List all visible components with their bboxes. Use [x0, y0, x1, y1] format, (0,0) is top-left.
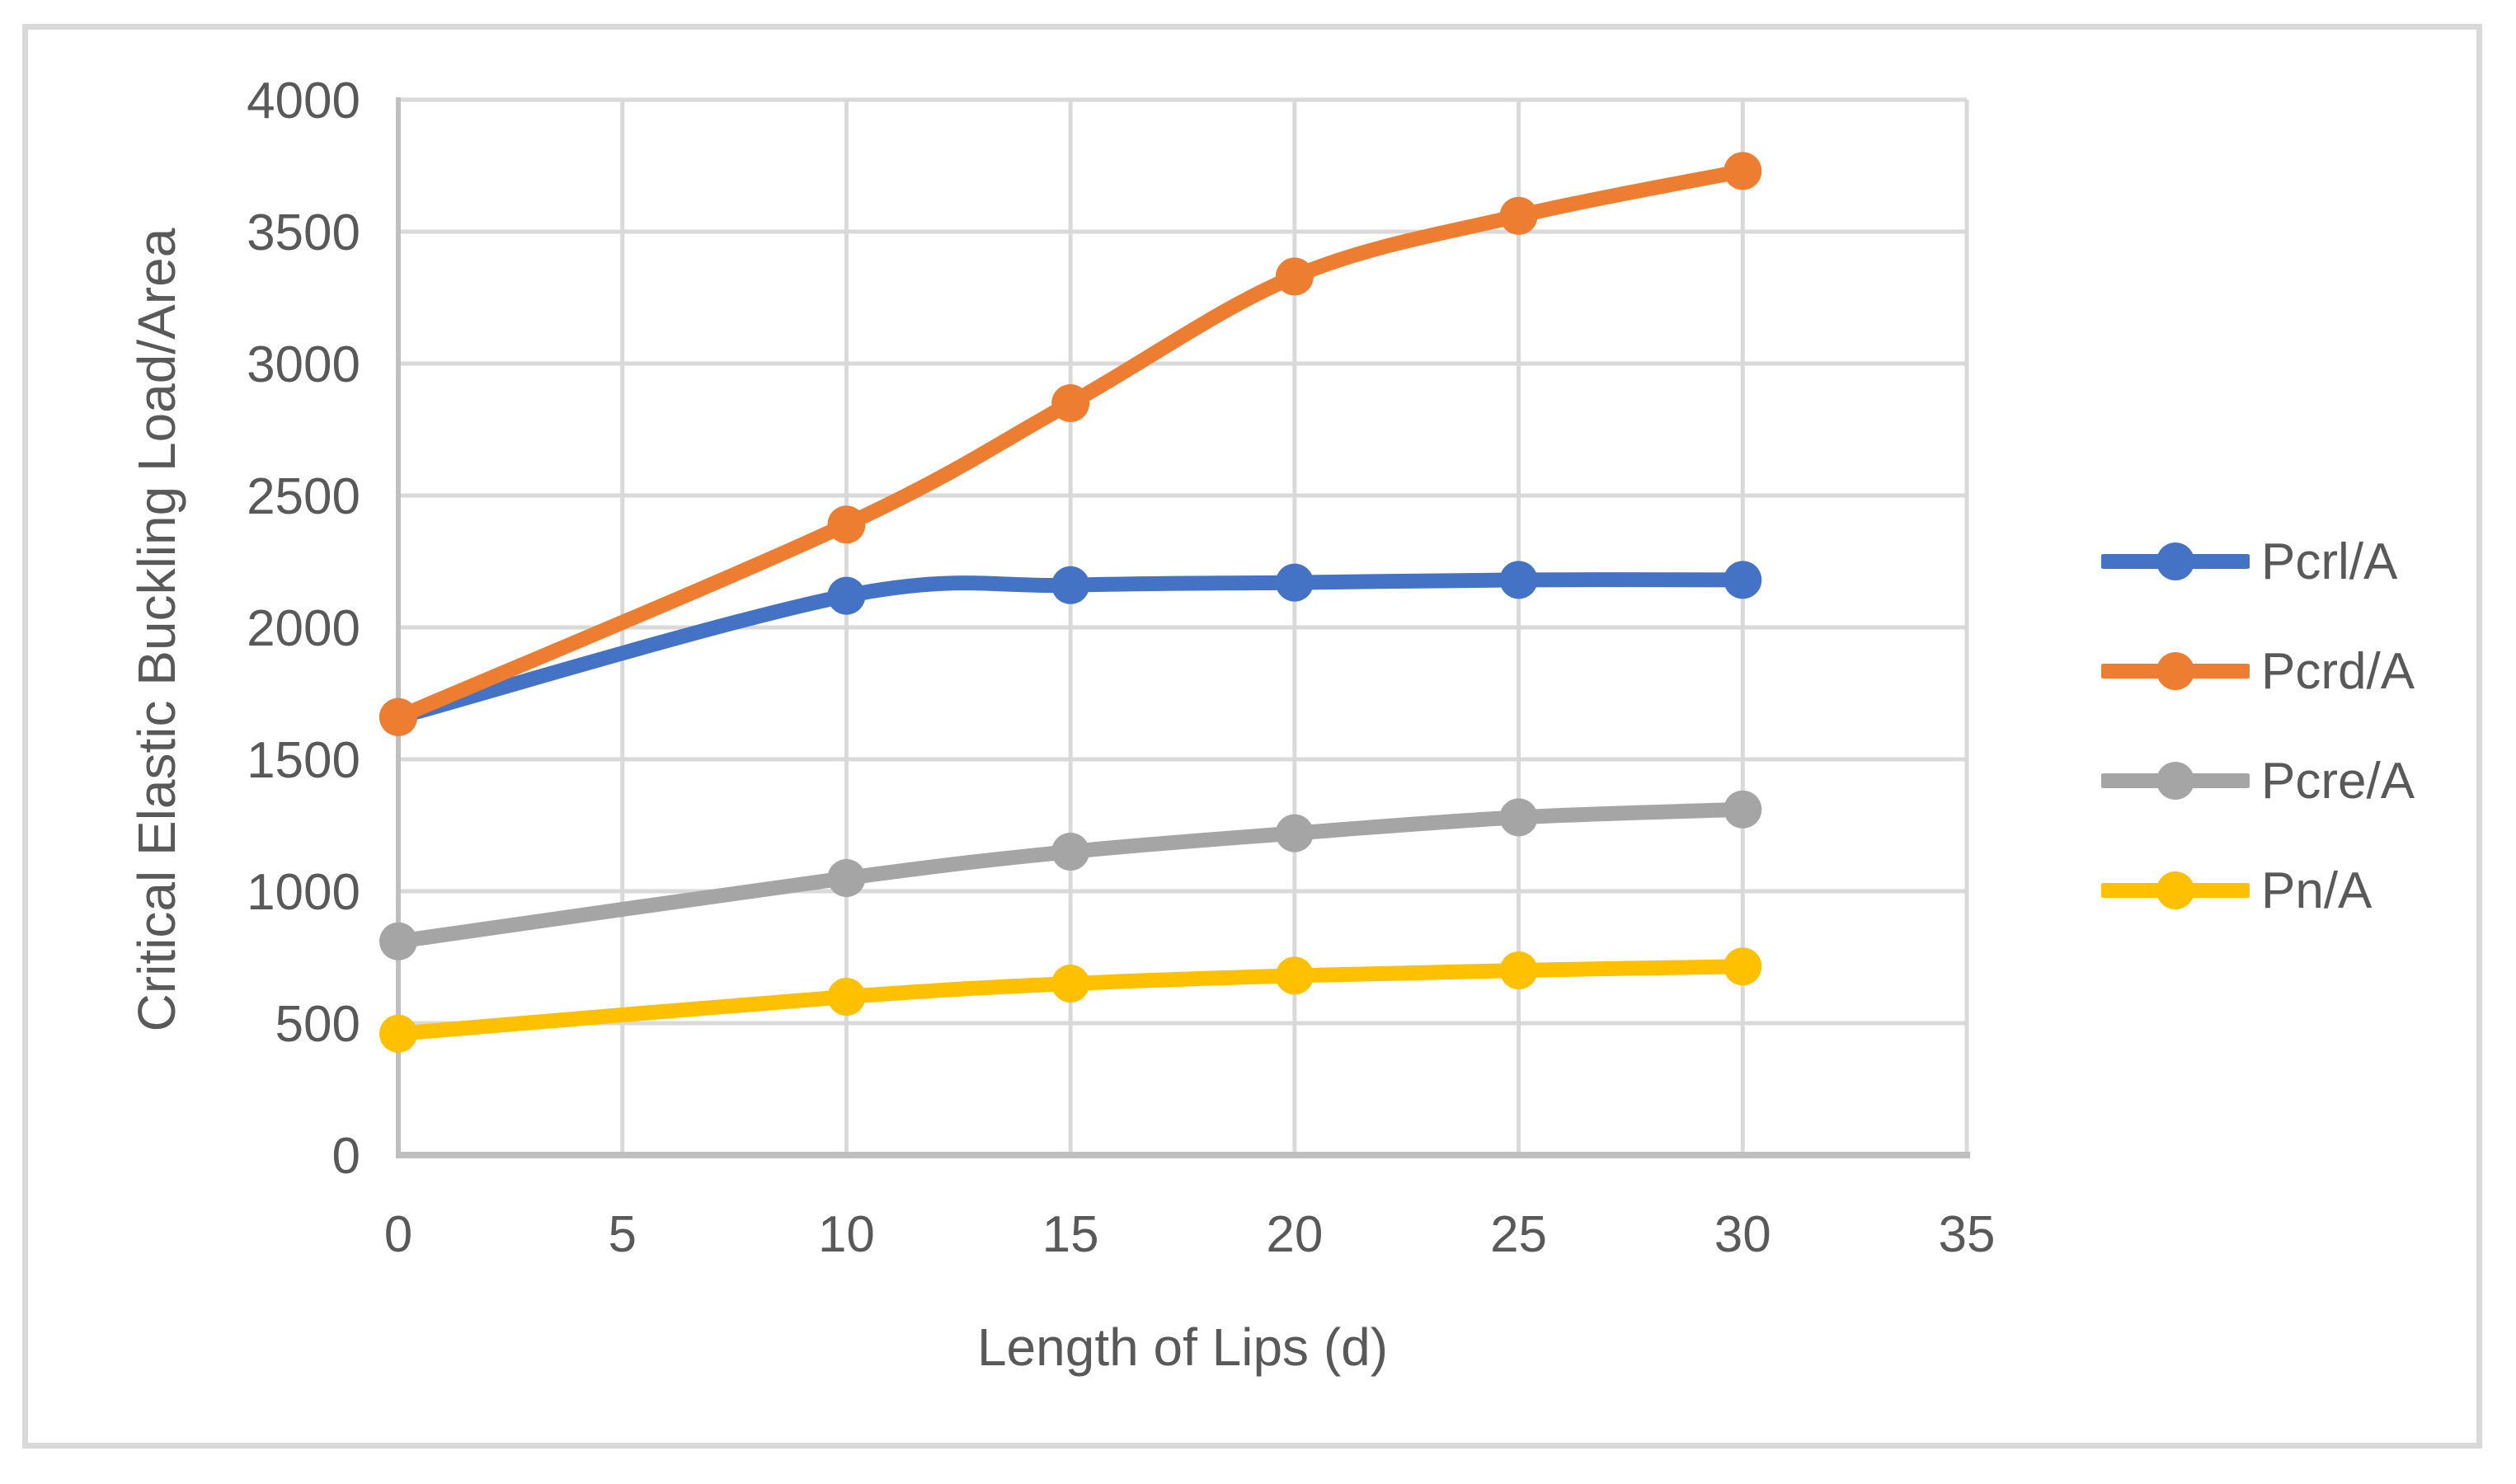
x-axis-tick-label: 25 — [1490, 1206, 1547, 1263]
data-point-marker-Pcre/A — [1051, 833, 1090, 871]
chart-outer-border — [22, 24, 2482, 1449]
legend-label: Pn/A — [2261, 862, 2373, 919]
data-point-marker-Pcrd/A — [1275, 257, 1314, 296]
data-point-marker-Pn/A — [1499, 951, 1538, 989]
y-axis-tick-label: 2000 — [247, 600, 360, 657]
y-axis-tick-label: 4000 — [247, 73, 360, 129]
y-axis-title: Critical Elastic Buckling Load/Area — [127, 228, 186, 1032]
legend-marker-icon — [2101, 871, 2250, 909]
legend-label: Pcrd/A — [2261, 642, 2415, 700]
data-point-marker-Pcrd/A — [1051, 384, 1090, 422]
data-point-marker-Pn/A — [827, 978, 866, 1016]
data-point-marker-Pn/A — [379, 1014, 417, 1053]
data-point-marker-Pcrd/A — [1499, 196, 1538, 235]
legend-circle-swatch — [2156, 871, 2194, 909]
x-axis-tick-label: 20 — [1266, 1206, 1323, 1263]
legend: Pcrl/A Pcrd/A Pcre/A Pn/A — [2101, 0, 2481, 1484]
data-point-marker-Pcrl/A — [1275, 563, 1314, 602]
x-axis-tick-label: 15 — [1042, 1206, 1099, 1263]
data-point-marker-Pn/A — [1275, 956, 1314, 995]
legend-item-Pcrl/A: Pcrl/A — [2101, 533, 2398, 590]
data-point-marker-Pcrd/A — [827, 505, 866, 544]
x-axis-tick-label: 0 — [384, 1206, 412, 1263]
data-point-marker-Pcre/A — [379, 922, 417, 960]
data-point-marker-Pcrl/A — [1051, 566, 1090, 604]
legend-circle-swatch — [2156, 762, 2194, 800]
legend-item-Pn/A: Pn/A — [2101, 862, 2373, 919]
y-axis-tick-label: 1000 — [247, 864, 360, 921]
x-axis-title: Length of Lips (d) — [976, 1317, 1389, 1377]
x-axis-tick-label: 10 — [818, 1206, 875, 1263]
legend-circle-swatch — [2156, 652, 2194, 690]
y-axis-tick-label: 500 — [275, 996, 360, 1053]
legend-marker-icon — [2101, 652, 2250, 690]
legend-marker-icon — [2101, 762, 2250, 800]
x-axis-tick-label: 5 — [608, 1206, 636, 1263]
legend-label: Pcre/A — [2261, 752, 2415, 810]
y-axis-tick-label: 0 — [332, 1128, 360, 1185]
data-point-marker-Pcre/A — [827, 859, 866, 897]
y-axis-tick-label: 1500 — [247, 732, 360, 789]
y-axis-tick-label: 3000 — [247, 336, 360, 393]
y-axis-tick-label: 3500 — [247, 204, 360, 261]
data-point-marker-Pcrl/A — [1724, 561, 1762, 599]
data-point-marker-Pcrl/A — [827, 576, 866, 615]
legend-circle-swatch — [2156, 542, 2194, 580]
x-axis-tick-label: 30 — [1714, 1206, 1771, 1263]
data-point-marker-Pn/A — [1724, 947, 1762, 986]
data-point-marker-Pcrd/A — [1724, 152, 1762, 190]
data-point-marker-Pn/A — [1051, 965, 1090, 1003]
legend-marker-icon — [2101, 542, 2250, 580]
data-point-marker-Pcrd/A — [379, 697, 417, 736]
legend-item-Pcre/A: Pcre/A — [2101, 752, 2415, 810]
legend-item-Pcrd/A: Pcrd/A — [2101, 642, 2415, 700]
data-point-marker-Pcre/A — [1724, 790, 1762, 829]
data-point-marker-Pcre/A — [1499, 798, 1538, 837]
legend-label: Pcrl/A — [2261, 533, 2398, 590]
data-point-marker-Pcrl/A — [1499, 561, 1538, 599]
data-point-marker-Pcre/A — [1275, 814, 1314, 852]
y-axis-tick-label: 2500 — [247, 468, 360, 525]
x-axis-tick-label: 35 — [1939, 1206, 1996, 1263]
